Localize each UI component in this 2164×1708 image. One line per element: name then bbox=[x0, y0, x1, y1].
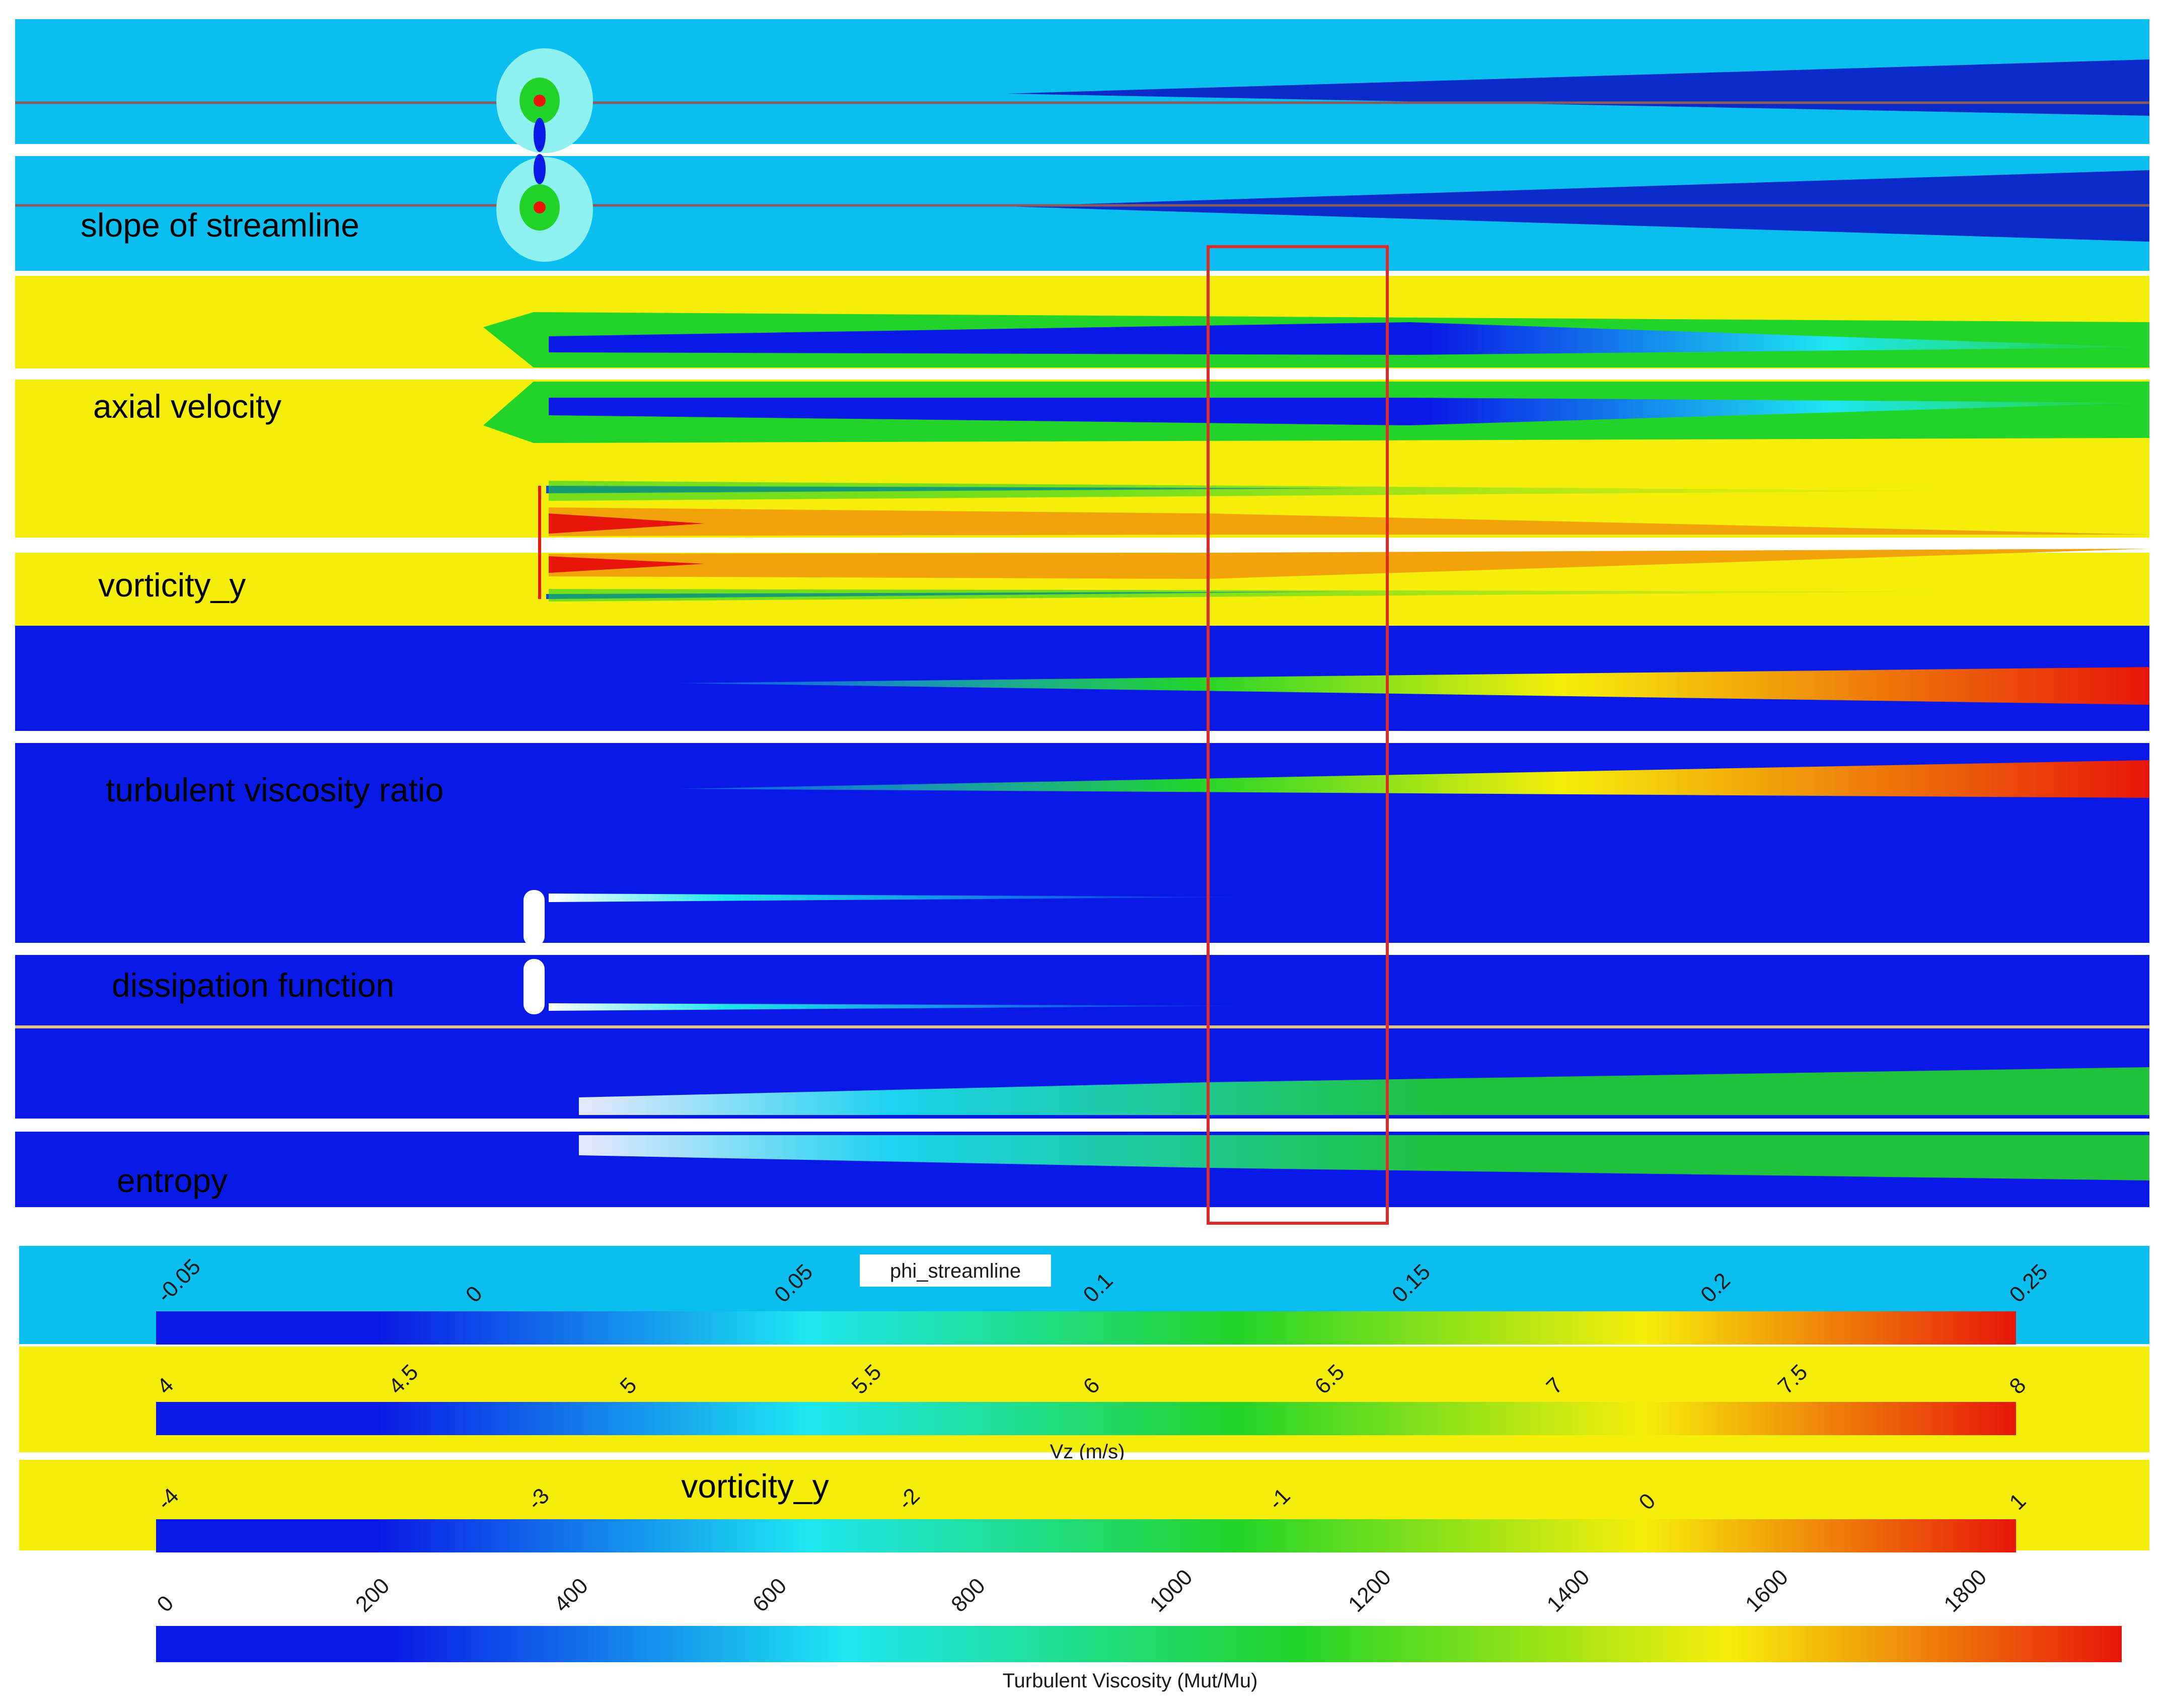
panel-slope-of-streamline: slope of streamline bbox=[15, 19, 2149, 271]
panel-label-axial: axial velocity bbox=[93, 388, 281, 425]
highlight-box bbox=[1207, 245, 1389, 1225]
colorbar-vz-gradient bbox=[156, 1402, 2016, 1435]
colorbar-phi-gradient bbox=[156, 1311, 2016, 1345]
panel-label-slope: slope of streamline bbox=[81, 206, 359, 244]
colorbar-tick-label: 200 bbox=[351, 1574, 395, 1617]
panel-axial-velocity: axial velocity bbox=[15, 276, 2149, 457]
colorbar-vz-title: Vz (m/s) bbox=[1050, 1441, 1125, 1463]
colorbar-phi-title: phi_streamline bbox=[890, 1260, 1021, 1282]
colorbar-tick-label: 400 bbox=[549, 1574, 593, 1617]
panel-label-tvr: turbulent viscosity ratio bbox=[106, 771, 443, 808]
panel-vorticity-y: vorticity_y bbox=[15, 457, 2149, 626]
colorbar-tick-label: 1800 bbox=[1939, 1565, 1991, 1617]
colorbar-tv-gradient bbox=[156, 1626, 2122, 1662]
panel-label-entropy: entropy bbox=[117, 1162, 228, 1199]
colorbar-tick-label: 1000 bbox=[1145, 1565, 1198, 1617]
colorbar-vz: Vz (m/s) 4 4.5 5 5.5 6 6.5 7 7.5 8 bbox=[19, 1347, 2149, 1463]
colorbar-phi-streamline: phi_streamline -0.05 0 0.05 0.1 0.15 0.2 0.25 bbox=[19, 1246, 2149, 1345]
colorbar-tick-label: 800 bbox=[946, 1574, 990, 1617]
panel-dissipation-function: dissipation function bbox=[15, 855, 2149, 1026]
colorbar-tv-ticks: 0 200 400 600 800 1000 1200 1400 1600 1800 bbox=[152, 1565, 1991, 1617]
colorbar-tick-label: 1400 bbox=[1542, 1565, 1595, 1617]
colorbar-tick-label: 0 bbox=[152, 1591, 178, 1617]
panel-turbulent-viscosity-ratio: turbulent viscosity ratio bbox=[15, 626, 2149, 855]
colorbar-turbulent-viscosity: Turbulent Viscosity (Mut/Mu) 0 200 400 600 8… bbox=[152, 1565, 2122, 1692]
colorbar-tv-title: Turbulent Viscosity (Mut/Mu) bbox=[1003, 1670, 1258, 1692]
colorbar-tick-label: 1600 bbox=[1741, 1565, 1793, 1617]
colorbar-vorticity-y: vorticity_y -4 -3 -2 -1 0 1 bbox=[19, 1460, 2149, 1552]
colorbar-vorticity-gradient bbox=[156, 1519, 2016, 1552]
colorbar-tick-label: 600 bbox=[748, 1574, 792, 1617]
panel-entropy: entropy bbox=[15, 1025, 2149, 1207]
panel-label-vorticity: vorticity_y bbox=[98, 566, 246, 604]
panel-label-dissipation: dissipation function bbox=[112, 967, 394, 1004]
colorbar-vorticity-title: vorticity_y bbox=[681, 1467, 829, 1505]
colorbar-tick-label: 1200 bbox=[1344, 1565, 1396, 1617]
